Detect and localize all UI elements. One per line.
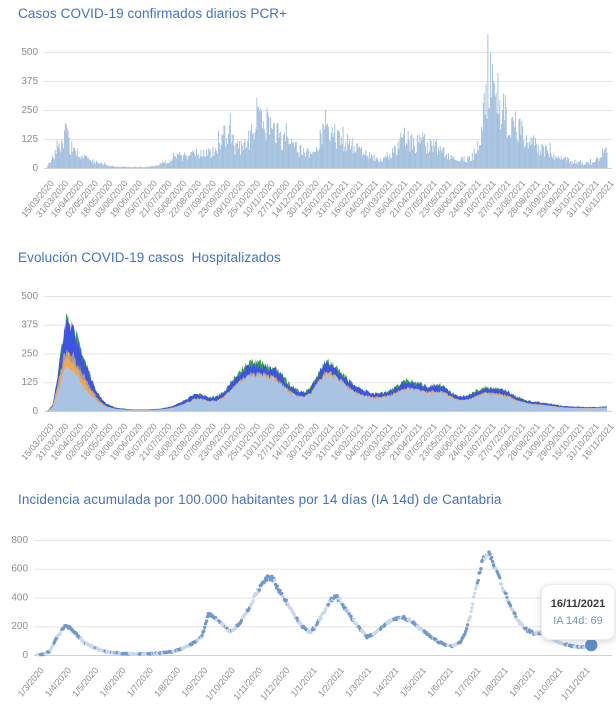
hospitalized-area-chart[interactable] — [0, 275, 616, 480]
incidence-scatter-chart[interactable] — [0, 518, 616, 720]
incidence-chart-title: Incidencia acumulada por 100.000 habitan… — [18, 492, 502, 507]
tooltip-date: 16/11/2021 — [550, 597, 606, 610]
daily-cases-chart-title: Casos COVID-19 confirmados diarios PCR+ — [18, 6, 288, 21]
hospitalized-chart-title: Evolución COVID-19 casos Hospitalizados — [18, 250, 281, 265]
tooltip-value: IA 14d: 69 — [553, 614, 603, 627]
tooltip: 16/11/2021 IA 14d: 69 — [541, 584, 615, 640]
daily-cases-bar-chart[interactable] — [0, 30, 616, 242]
